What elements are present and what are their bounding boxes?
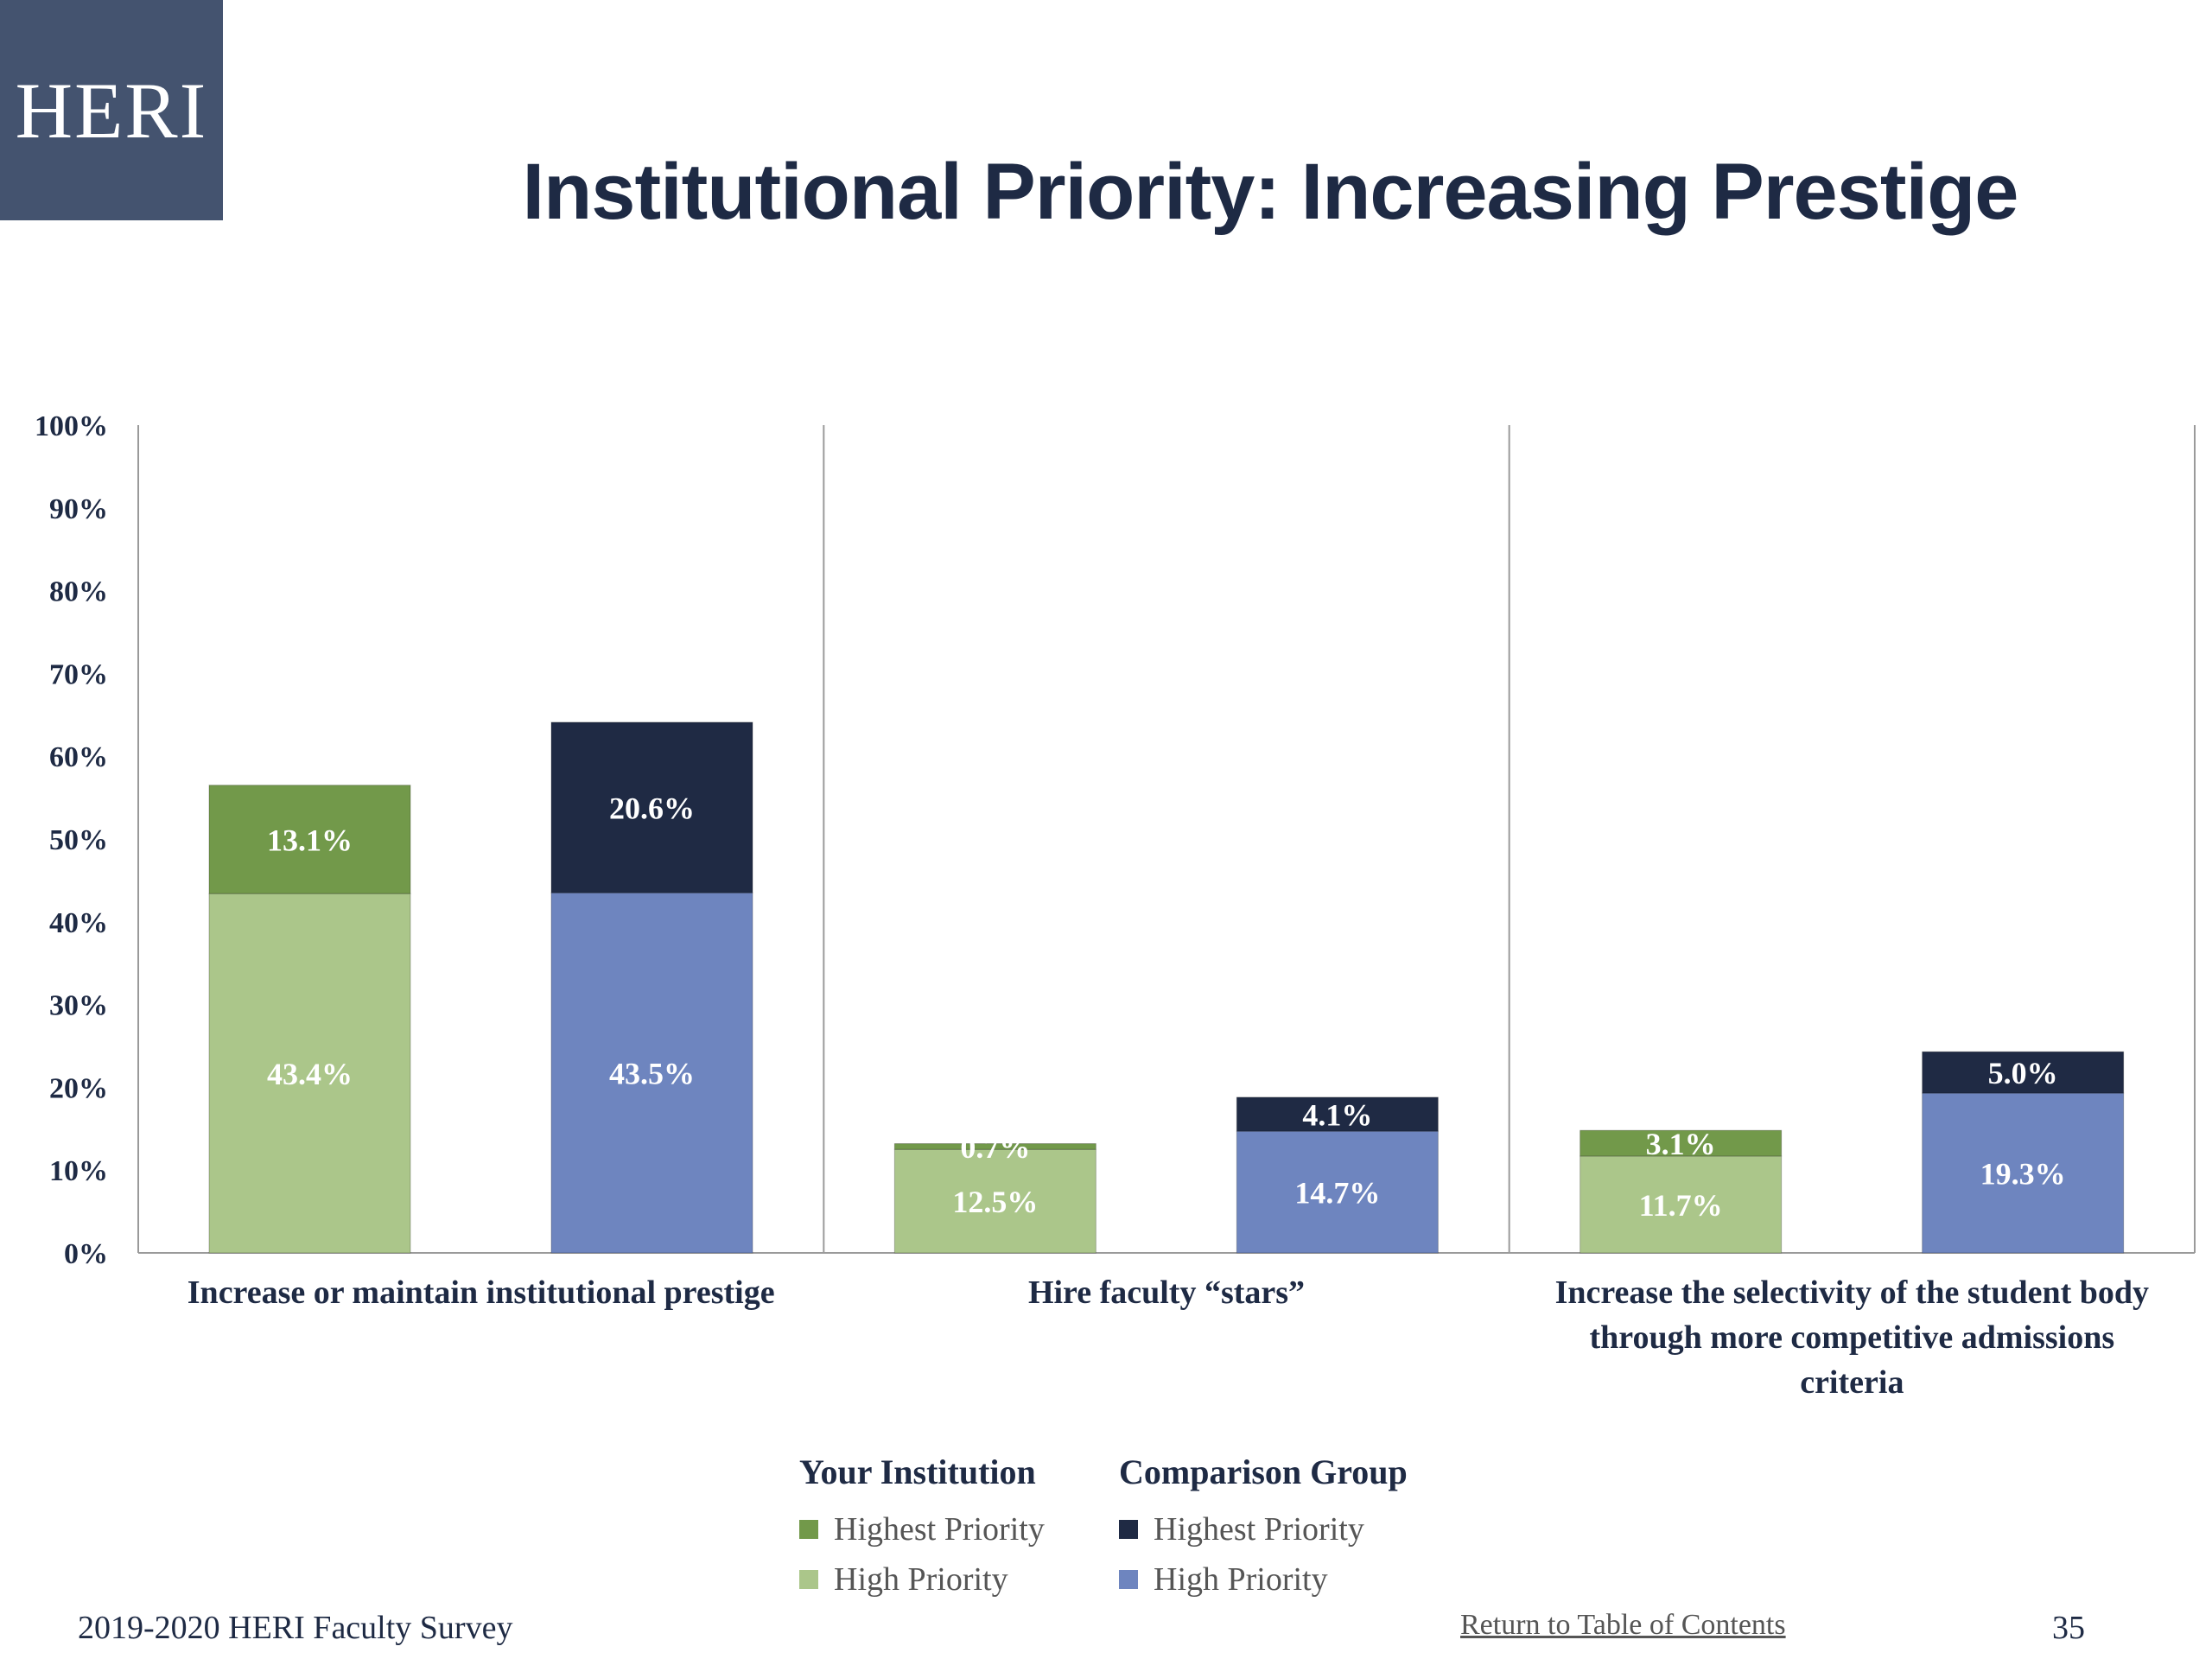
bar-segment bbox=[208, 893, 411, 1254]
x-category-label: Increase the selectivity of the student … bbox=[1555, 1274, 2149, 1311]
stacked-bar-chart: 0% 10% 20% 30% 40% 50% 60% 70% 80% 90% 100% 43.4% 13… bbox=[35, 410, 2196, 1401]
data-label: 14.7% bbox=[1294, 1176, 1380, 1211]
bar-segment bbox=[1580, 1155, 1783, 1254]
y-tick-label: 90% bbox=[49, 493, 108, 525]
y-tick-label: 60% bbox=[49, 741, 108, 773]
data-label: 5.0% bbox=[1988, 1056, 2058, 1090]
bar-segment bbox=[550, 721, 753, 893]
legend-title-comparison: Comparison Group bbox=[1119, 1452, 1408, 1491]
legend-item-institution-high: High Priority bbox=[799, 1554, 1045, 1605]
data-label: 20.6% bbox=[609, 791, 695, 826]
legend-swatch-institution-high bbox=[799, 1570, 818, 1589]
bar-segment bbox=[893, 1148, 1096, 1254]
page-number: 35 bbox=[2052, 1610, 2085, 1646]
x-category-label: through more competitive admissions bbox=[1590, 1319, 2115, 1356]
data-label: 12.5% bbox=[952, 1185, 1038, 1219]
legend-label-comparison-high: High Priority bbox=[1154, 1561, 1328, 1598]
footer-survey-name: 2019-2020 HERI Faculty Survey bbox=[78, 1610, 513, 1646]
return-to-toc-link[interactable]: Return to Table of Contents bbox=[1460, 1609, 1786, 1641]
bar-segment bbox=[1236, 1130, 1439, 1254]
legend-label-institution-highest: Highest Priority bbox=[834, 1511, 1045, 1548]
data-label: 3.1% bbox=[1646, 1127, 1716, 1161]
bar-segment bbox=[1580, 1129, 1783, 1157]
legend-swatch-comparison-highest bbox=[1119, 1520, 1138, 1539]
data-label: 13.1% bbox=[267, 823, 353, 857]
data-label: 0.7% bbox=[960, 1130, 1030, 1165]
data-label: 43.5% bbox=[609, 1057, 695, 1091]
heri-logo: HERI bbox=[0, 0, 223, 220]
legend-label-comparison-highest: Highest Priority bbox=[1154, 1511, 1364, 1548]
y-tick-label: 0% bbox=[64, 1238, 108, 1270]
legend-comparison-group: Comparison Group Highest Priority High P… bbox=[1119, 1452, 1408, 1605]
bar-segment bbox=[208, 785, 411, 894]
bar-segment bbox=[550, 892, 753, 1254]
legend-item-comparison-high: High Priority bbox=[1119, 1554, 1408, 1605]
x-category-label: Hire faculty “stars” bbox=[1028, 1274, 1305, 1311]
x-category-label: criteria bbox=[1800, 1364, 1904, 1401]
y-tick-label: 30% bbox=[49, 990, 108, 1022]
legend-your-institution: Your Institution Highest Priority High P… bbox=[799, 1452, 1045, 1605]
legend-item-comparison-highest: Highest Priority bbox=[1119, 1504, 1408, 1554]
bar-segment bbox=[1922, 1051, 2125, 1094]
y-tick-label: 70% bbox=[49, 658, 108, 690]
bar-segment bbox=[1922, 1092, 2125, 1254]
y-tick-label: 50% bbox=[49, 824, 108, 856]
legend-swatch-institution-highest bbox=[799, 1520, 818, 1539]
y-tick-label: 10% bbox=[49, 1155, 108, 1187]
y-tick-label: 100% bbox=[35, 410, 108, 442]
data-label: 4.1% bbox=[1302, 1098, 1372, 1133]
data-label: 19.3% bbox=[1980, 1157, 2066, 1192]
legend-title-institution: Your Institution bbox=[799, 1452, 1036, 1491]
legend-swatch-comparison-high bbox=[1119, 1570, 1138, 1589]
bar-segment bbox=[893, 1143, 1096, 1150]
legend-item-institution-highest: Highest Priority bbox=[799, 1504, 1045, 1554]
bar-segment bbox=[1236, 1096, 1439, 1132]
data-label: 43.4% bbox=[267, 1057, 353, 1091]
x-category-label: Increase or maintain institutional prest… bbox=[188, 1274, 775, 1311]
page-title: Institutional Priority: Increasing Prest… bbox=[522, 148, 2019, 236]
y-tick-label: 20% bbox=[49, 1072, 108, 1104]
y-tick-label: 80% bbox=[49, 576, 108, 608]
legend-label-institution-high: High Priority bbox=[834, 1561, 1008, 1598]
y-tick-label: 40% bbox=[49, 907, 108, 939]
data-label: 11.7% bbox=[1639, 1188, 1723, 1223]
